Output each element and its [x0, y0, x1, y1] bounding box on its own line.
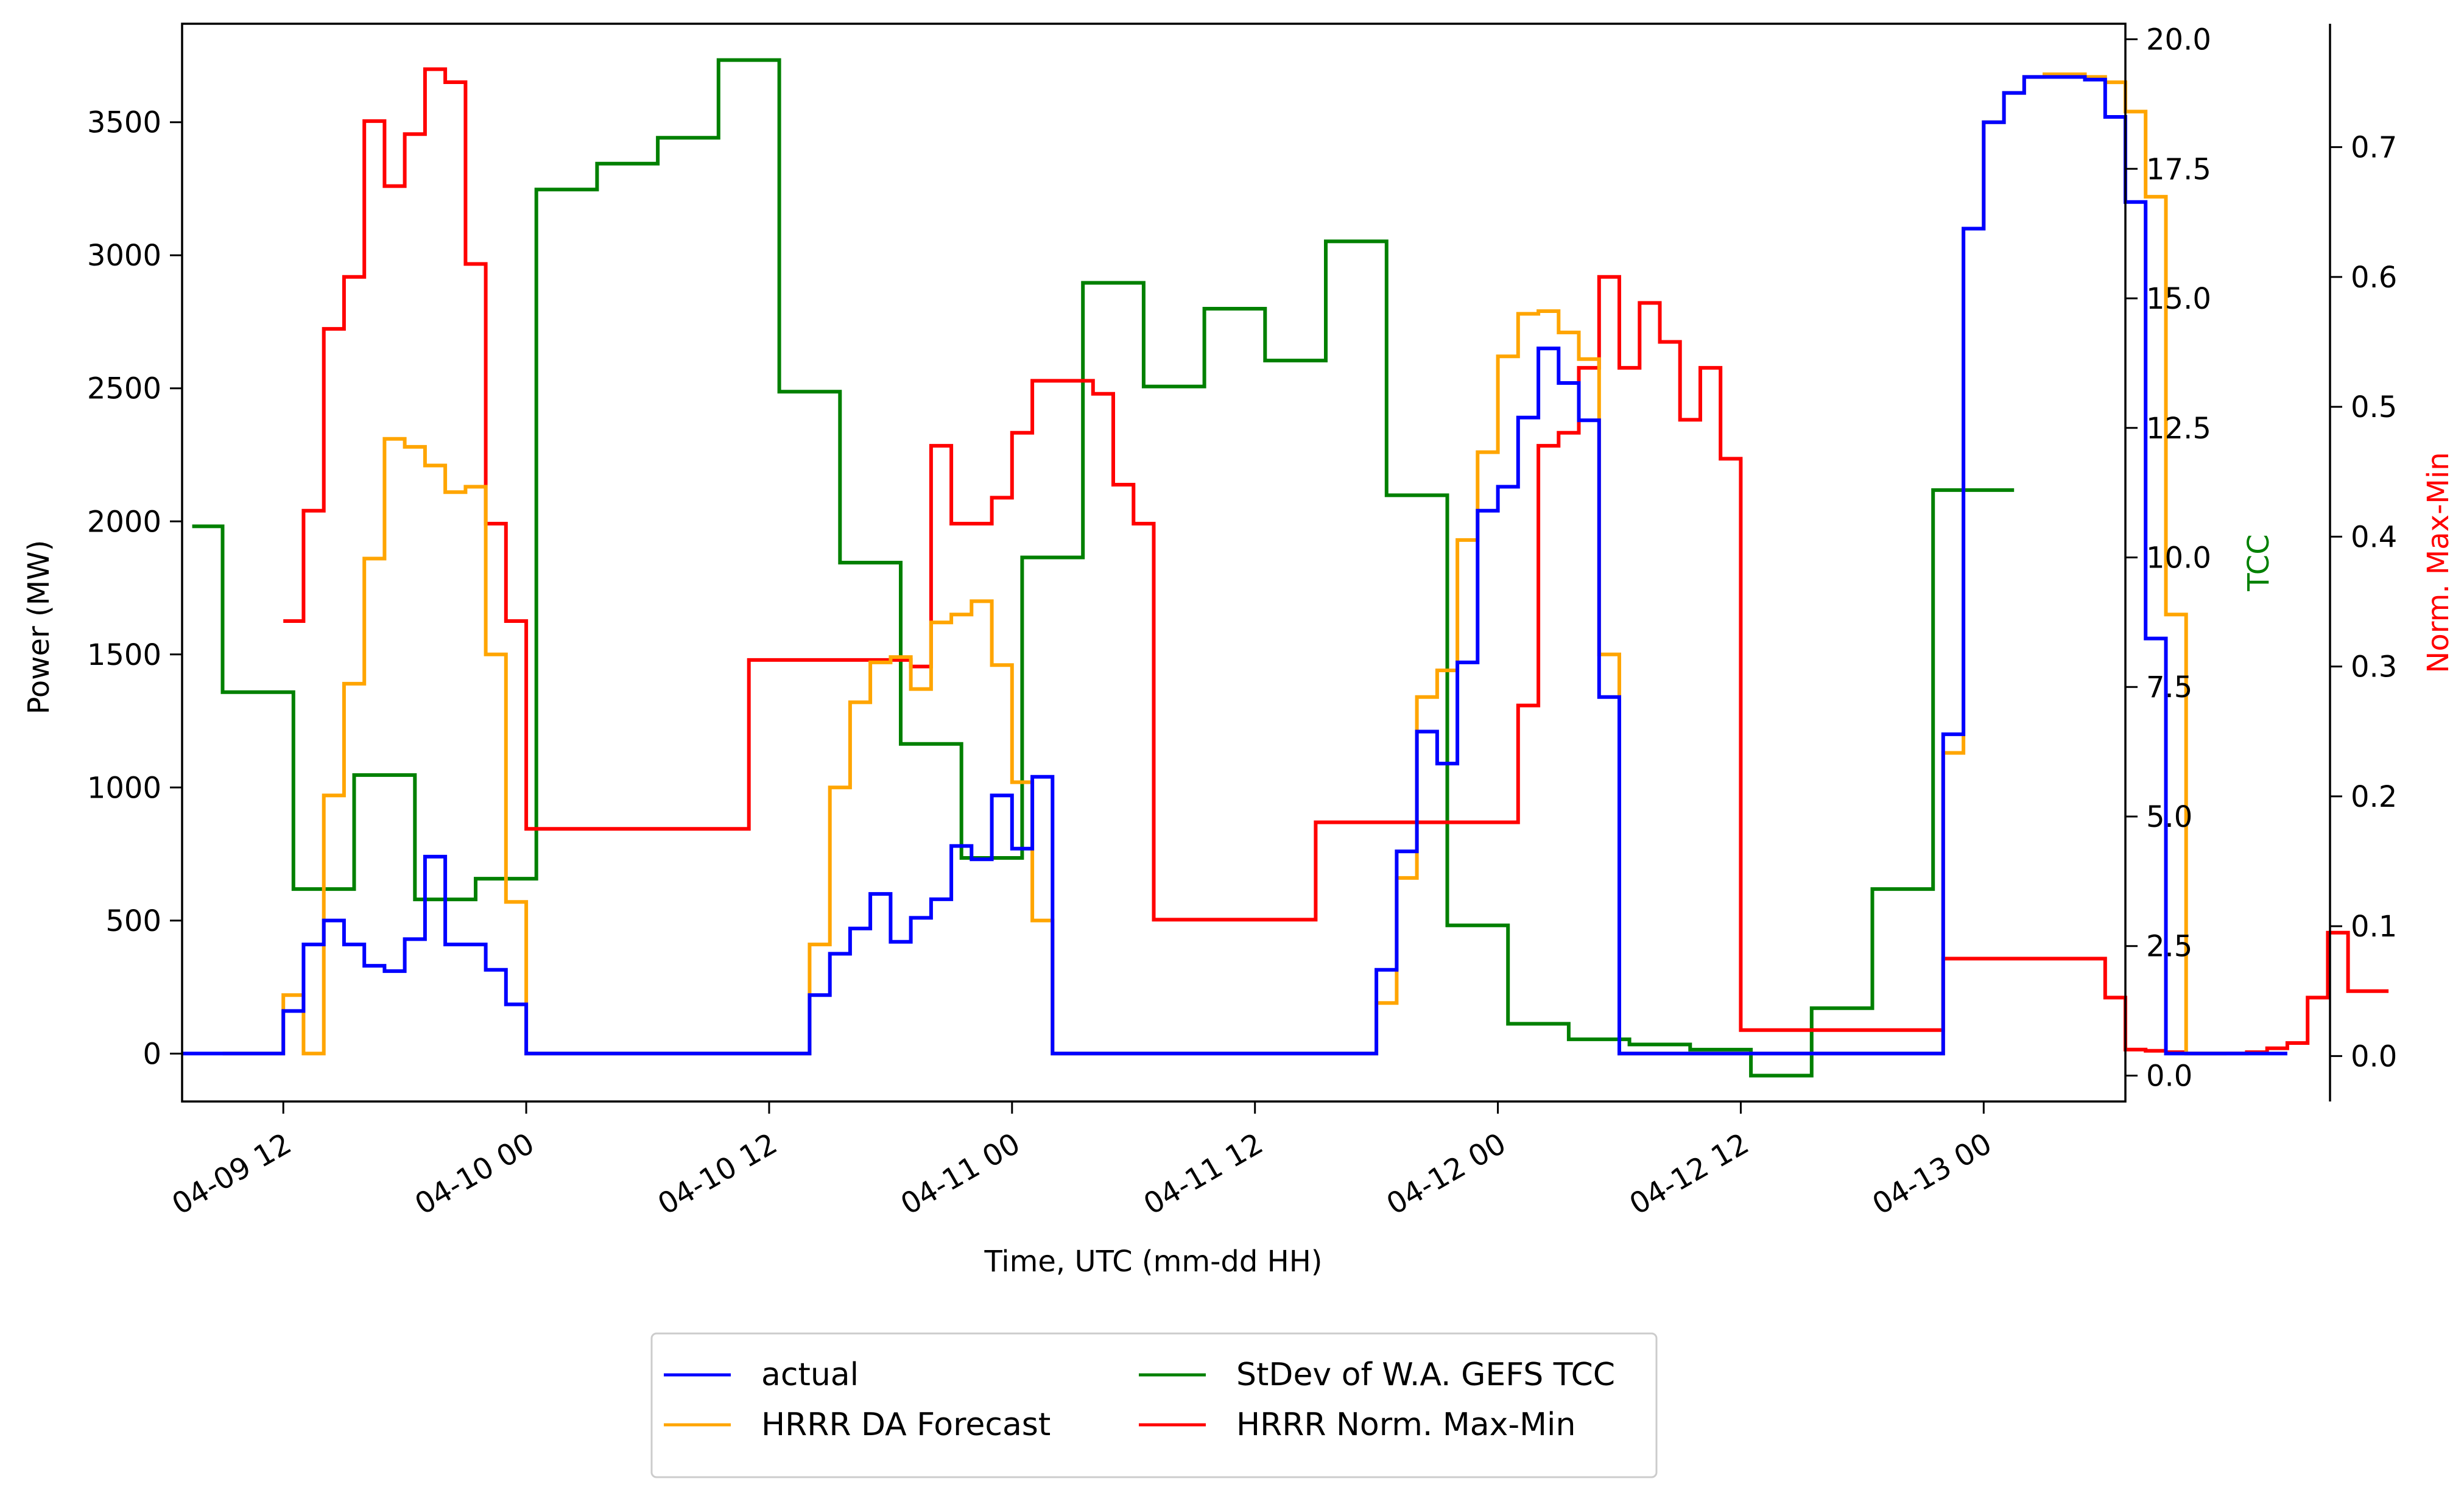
x-tick-label-6: 04-12 12 [1624, 1126, 1755, 1221]
x-tick-label-5: 04-12 00 [1381, 1126, 1512, 1221]
tcc-tick-label-8: 20.0 [2146, 23, 2211, 57]
x-tick-label-7: 04-13 00 [1867, 1126, 1998, 1221]
norm-tick-label-7: 0.7 [2351, 131, 2397, 165]
power-tick-label-7: 3500 [87, 106, 161, 140]
norm-tick-label-2: 0.2 [2351, 780, 2397, 814]
norm-tick-label-0: 0.0 [2351, 1039, 2397, 1073]
series-line-stdev-of-w-a-gefs-tcc [192, 58, 2015, 1078]
power-tick-label-3: 1500 [87, 638, 161, 672]
legend-label-actual: actual [761, 1357, 859, 1393]
tcc-tick-label-3: 7.5 [2146, 670, 2192, 704]
tcc-tick-label-7: 17.5 [2146, 152, 2211, 186]
norm-tick-label-6: 0.6 [2351, 261, 2397, 295]
series-line-hrrr-norm-max-min [283, 67, 2389, 1056]
power-tick-label-0: 0 [143, 1037, 161, 1071]
series-line-hrrr-da-forecast [222, 72, 2227, 1056]
norm-tick-label-3: 0.3 [2351, 650, 2397, 684]
legend-label-tcc-stdev: StDev of W.A. GEFS TCC [1236, 1357, 1615, 1393]
power-tick-label-6: 3000 [87, 239, 161, 273]
power-axis-label: Power (MW) [22, 540, 56, 715]
tcc-tick-label-4: 10.0 [2146, 541, 2211, 575]
power-tick-label-1: 500 [105, 904, 161, 938]
legend-box [650, 1332, 1658, 1478]
norm-tick-label-4: 0.4 [2351, 520, 2397, 554]
x-tick-label-1: 04-10 00 [409, 1126, 540, 1221]
series-layer [182, 58, 2389, 1078]
norm-tick-label-5: 0.5 [2351, 390, 2397, 424]
tcc-axis: 0.0 2.5 5.0 7.5 10.0 12.5 15.0 17.5 20.0 [2125, 23, 2211, 1093]
legend: actual StDev of W.A. GEFS TCC HRRR DA Fo… [650, 1332, 1658, 1478]
x-tick-label-2: 04-10 12 [652, 1126, 783, 1221]
tcc-tick-label-0: 0.0 [2146, 1059, 2192, 1093]
time-axis: 04-09 12 04-10 00 04-10 12 04-11 00 04-11 12… [166, 1101, 1998, 1221]
x-tick-label-3: 04-11 00 [895, 1126, 1026, 1221]
tcc-tick-label-6: 15.0 [2146, 282, 2211, 316]
tcc-tick-label-2: 5.0 [2146, 800, 2192, 834]
norm-axis: 0.0 0.1 0.2 0.3 0.4 0.5 0.6 0.7 [2329, 24, 2397, 1101]
power-tick-label-5: 2500 [87, 372, 161, 406]
x-tick-label-4: 04-11 12 [1138, 1126, 1269, 1221]
legend-label-hrrr-da: HRRR DA Forecast [761, 1407, 1051, 1443]
series-line-actual [182, 75, 2287, 1056]
norm-axis-label: Norm. Max-Min [2421, 452, 2455, 673]
legend-label-hrrr-norm: HRRR Norm. Max-Min [1236, 1407, 1575, 1443]
power-axis: 0 500 1000 1500 2000 2500 3000 3500 [87, 106, 182, 1071]
x-tick-label-0: 04-09 12 [166, 1126, 297, 1221]
plot-frame [181, 23, 2127, 1103]
power-tick-label-4: 2000 [87, 505, 161, 539]
tcc-tick-label-5: 12.5 [2146, 412, 2211, 446]
tcc-axis-label: TCC [2242, 534, 2276, 592]
norm-tick-label-1: 0.1 [2351, 910, 2397, 944]
tcc-tick-label-1: 2.5 [2146, 930, 2192, 964]
power-tick-label-2: 1000 [87, 771, 161, 805]
time-axis-label: Time, UTC (mm-dd HH) [984, 1245, 1322, 1279]
